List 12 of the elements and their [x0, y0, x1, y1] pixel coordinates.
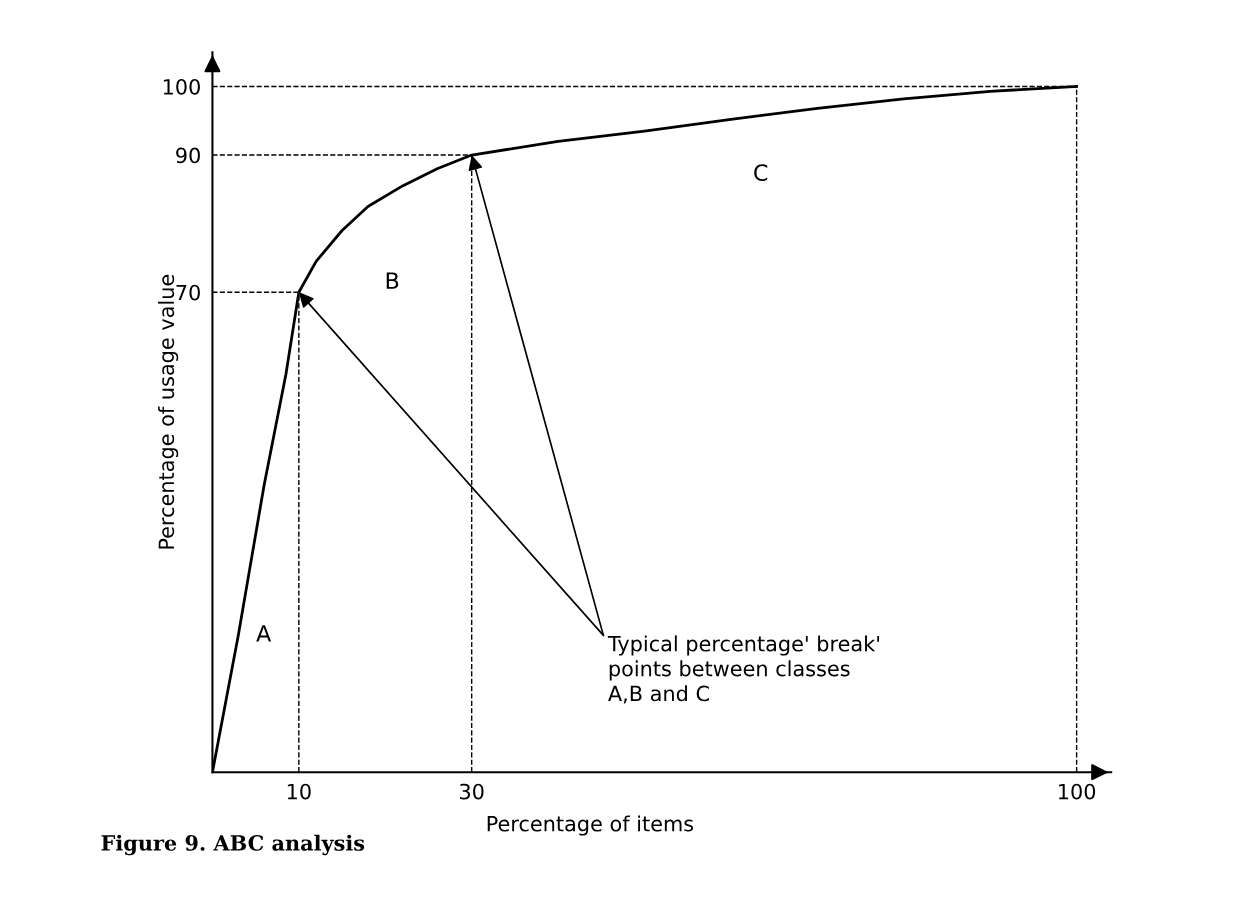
x-tick-label: 100 [1059, 783, 1096, 800]
y-tick-label: 70 [176, 284, 200, 301]
x-tick-label: 10 [287, 783, 311, 800]
text: Figure 9. ABC analysis [101, 834, 365, 856]
y-tick-label: 100 [163, 78, 200, 95]
annotation: A [256, 625, 272, 642]
y-tick-label: 90 [176, 147, 200, 164]
x-axis-title: Percentage of items [487, 815, 694, 836]
annotation: B [386, 272, 399, 289]
x-tick-label: 30 [460, 783, 484, 800]
annotation: Typical percentage' break' points between classes A,B and C [607, 635, 879, 704]
annotation: C [754, 164, 768, 182]
